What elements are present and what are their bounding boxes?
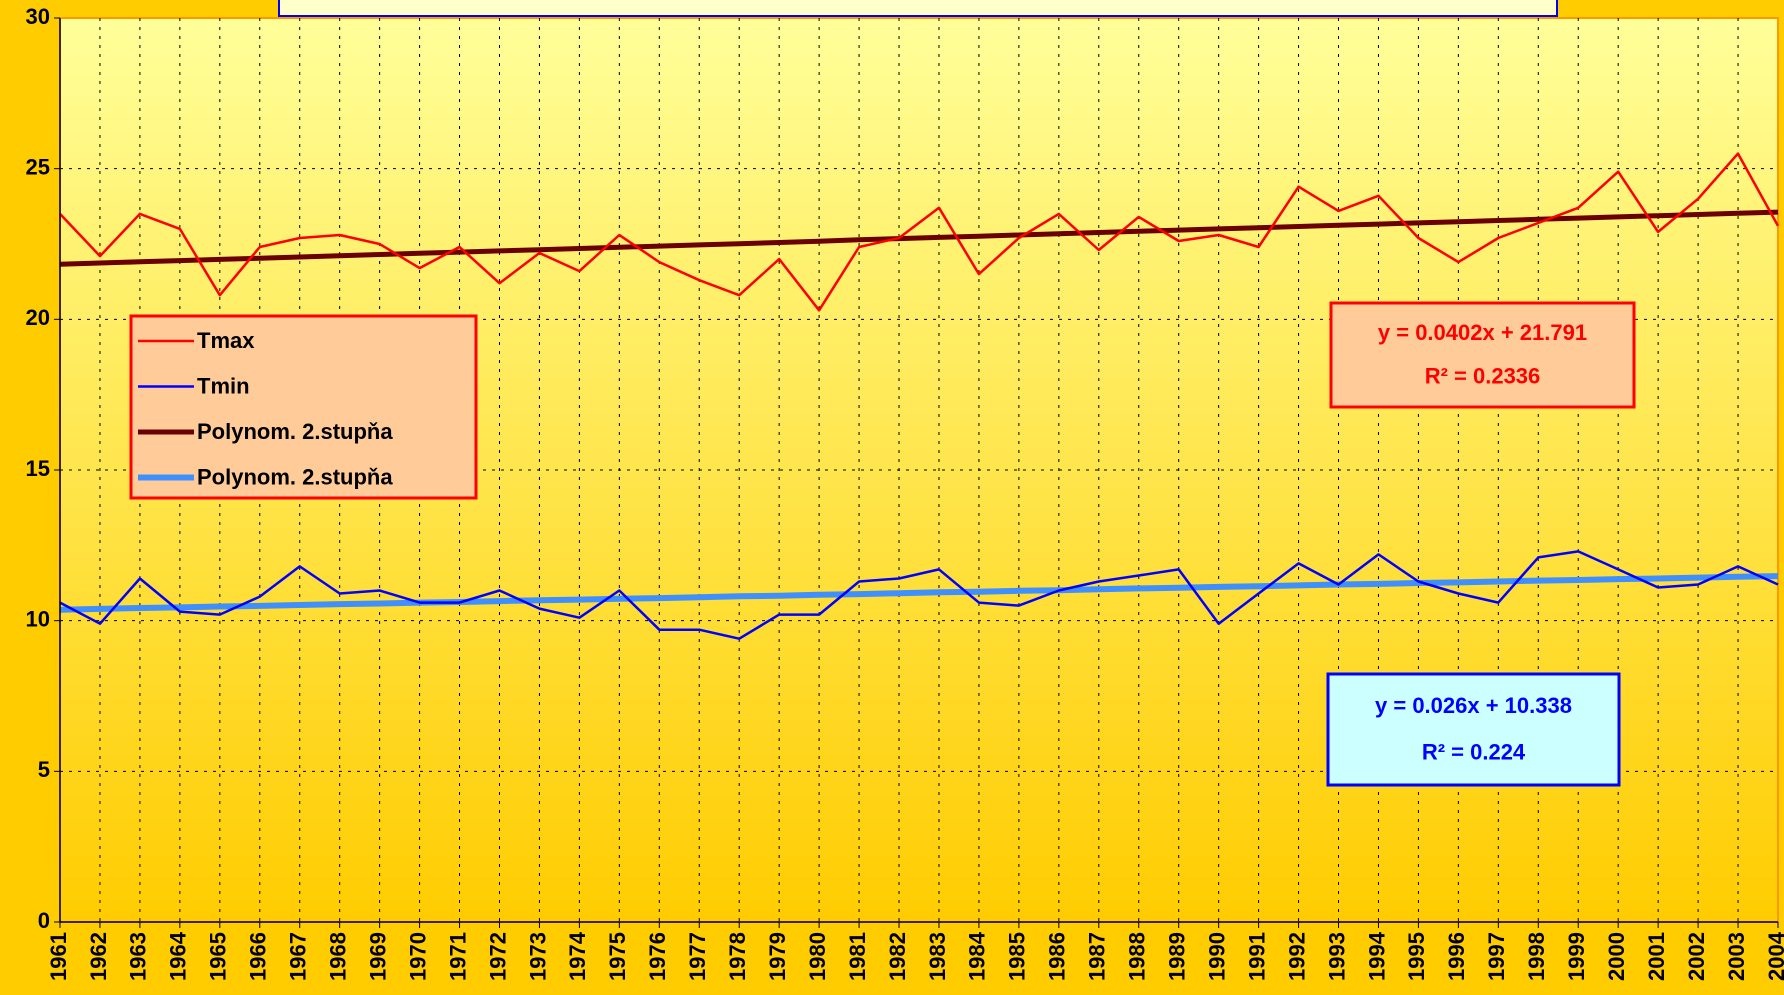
x-tick-label: 1980 (805, 932, 830, 981)
x-tick-label: 1992 (1284, 932, 1309, 981)
equation-text: R² = 0.224 (1422, 740, 1526, 765)
equation-text: R² = 0.2336 (1425, 364, 1541, 389)
x-tick-label: 2001 (1644, 932, 1669, 981)
x-tick-label: 1996 (1444, 932, 1469, 981)
legend-label: Tmax (197, 328, 255, 353)
x-tick-label: 1989 (1165, 932, 1190, 981)
x-tick-label: 1964 (166, 931, 191, 981)
x-tick-label: 2003 (1724, 932, 1749, 981)
legend-box (129, 314, 478, 500)
series-line (59, 152, 1780, 312)
series-line (59, 573, 1779, 613)
y-tick-label: 0 (38, 908, 50, 933)
x-tick-label: 1995 (1404, 932, 1429, 981)
x-tick-label: 1971 (445, 932, 470, 981)
x-tick-label: 1973 (525, 932, 550, 981)
y-tick-label: 20 (26, 305, 50, 330)
x-tick-label: 1975 (605, 932, 630, 981)
equation-box (1329, 301, 1636, 409)
x-tick-label: 1982 (885, 932, 910, 981)
legend-label: Polynom. 2.stupňa (197, 464, 393, 489)
x-tick-label: 1978 (725, 932, 750, 981)
x-tick-label: 1974 (565, 931, 590, 981)
legend-label: Polynom. 2.stupňa (197, 419, 393, 444)
x-tick-label: 1979 (765, 932, 790, 981)
x-tick-label: 2002 (1684, 932, 1709, 981)
equation-text: y = 0.026x + 10.338 (1375, 693, 1572, 718)
x-tick-label: 2000 (1604, 932, 1629, 981)
y-tick-label: 25 (26, 154, 50, 179)
x-tick-label: 1969 (365, 932, 390, 981)
series-line (59, 550, 1779, 640)
x-tick-label: 1966 (246, 932, 271, 981)
x-tick-label: 1972 (485, 932, 510, 981)
y-tick-label: 30 (26, 4, 50, 29)
x-tick-label: 1970 (405, 932, 430, 981)
x-tick-label: 1997 (1484, 932, 1509, 981)
x-tick-label: 1976 (645, 932, 670, 981)
x-tick-label: 1988 (1125, 932, 1150, 981)
x-tick-label: 1965 (206, 932, 231, 981)
x-tick-label: 1961 (46, 932, 71, 981)
x-tick-label: 1967 (286, 932, 311, 981)
legend-label: Tmin (197, 373, 250, 398)
x-tick-label: 1963 (126, 932, 151, 981)
x-tick-label: 1984 (965, 931, 990, 981)
x-tick-label: 2004 (1764, 931, 1784, 981)
x-tick-label: 1990 (1204, 932, 1229, 981)
x-tick-label: 1987 (1085, 932, 1110, 981)
series-line (59, 209, 1779, 267)
x-tick-label: 1981 (845, 932, 870, 981)
x-tick-label: 1994 (1364, 931, 1389, 981)
x-tick-label: 1983 (925, 932, 950, 981)
x-tick-label: 1962 (86, 932, 111, 981)
x-tick-label: 1991 (1244, 932, 1269, 981)
title-box (278, 0, 1558, 17)
y-tick-label: 15 (26, 456, 50, 481)
equation-box (1326, 672, 1621, 787)
x-tick-label: 1993 (1324, 932, 1349, 981)
x-tick-label: 1999 (1564, 932, 1589, 981)
y-tick-label: 10 (26, 606, 50, 631)
x-tick-label: 1985 (1005, 932, 1030, 981)
x-tick-label: 1998 (1524, 932, 1549, 981)
equation-text: y = 0.0402x + 21.791 (1378, 320, 1587, 345)
x-tick-label: 1977 (685, 932, 710, 981)
x-tick-label: 1986 (1045, 932, 1070, 981)
y-tick-label: 5 (38, 757, 50, 782)
x-tick-label: 1968 (325, 932, 350, 981)
